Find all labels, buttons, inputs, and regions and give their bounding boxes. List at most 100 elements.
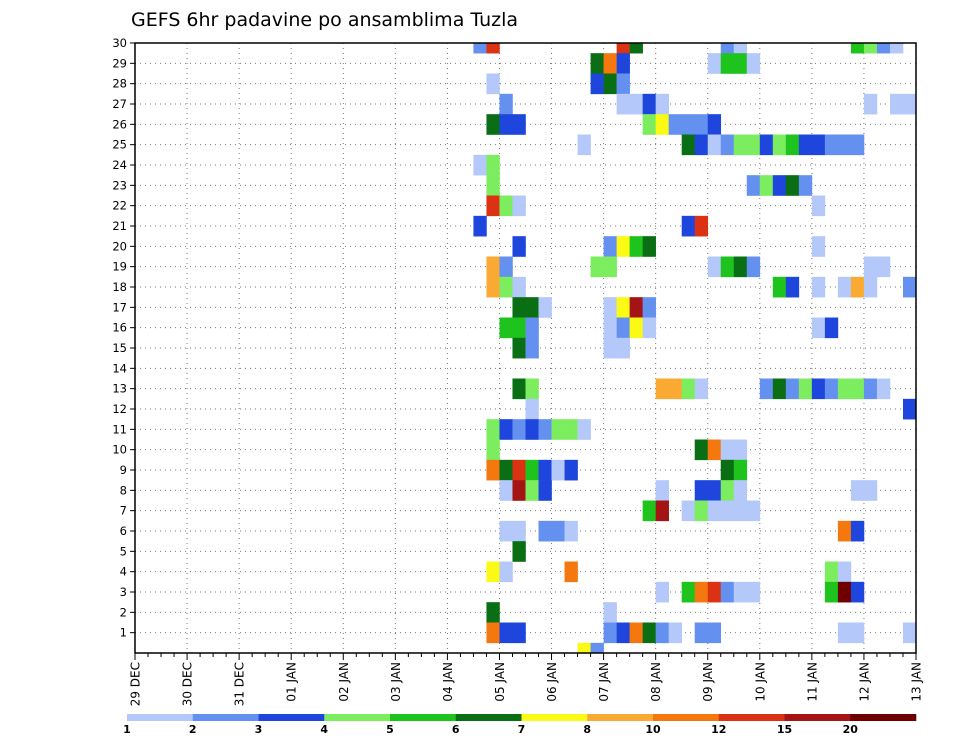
heatmap-cell — [694, 134, 709, 156]
heatmap-cell — [538, 459, 552, 481]
heatmap-cell — [759, 175, 774, 196]
heatmap-cell — [577, 134, 591, 156]
colorbar-swatch — [718, 714, 785, 721]
heatmap-cell — [837, 276, 852, 298]
heatmap-cell — [603, 53, 617, 74]
heatmap-cell — [681, 215, 696, 237]
heatmap-cell — [811, 378, 826, 400]
heatmap-cell — [863, 378, 878, 400]
heatmap-cell — [824, 134, 839, 156]
heatmap-cell — [616, 93, 630, 115]
heatmap-cell — [512, 337, 526, 359]
heatmap-cell — [837, 561, 852, 583]
heatmap-cell — [720, 43, 735, 54]
heatmap-cell — [694, 114, 709, 135]
heatmap-cell — [486, 561, 500, 583]
heatmap-cell — [525, 297, 539, 318]
heatmap-cell — [538, 480, 552, 501]
heatmap-cell — [681, 581, 696, 603]
heatmap-cell — [811, 195, 826, 217]
heatmap-cell — [551, 459, 565, 481]
colorbar-label: 12 — [711, 723, 726, 736]
y-axis: 1234567891011121314151617181920212223242… — [112, 36, 135, 640]
y-tick-label: 13 — [112, 382, 127, 396]
y-tick-label: 5 — [120, 544, 127, 558]
y-tick-label: 26 — [112, 117, 127, 131]
heatmap-cell — [811, 236, 826, 257]
y-tick-label: 28 — [112, 77, 127, 91]
heatmap-cell — [538, 419, 552, 440]
x-tick-label: 04 JAN — [441, 662, 455, 702]
heatmap-cell — [772, 276, 787, 298]
y-tick-label: 18 — [112, 280, 127, 294]
heatmap-cell — [837, 622, 852, 644]
colorbar-swatch — [587, 714, 654, 721]
heatmap-cell — [499, 276, 513, 298]
heatmap-cell — [525, 398, 539, 420]
heatmap-cell — [863, 480, 878, 501]
heatmap-cell — [512, 622, 526, 644]
heatmap-cell — [499, 114, 513, 135]
heatmap-cell — [577, 419, 591, 440]
heatmap-cell — [876, 378, 891, 400]
heatmap-cell — [889, 93, 904, 115]
heatmap-cell — [603, 337, 617, 359]
y-tick-label: 11 — [112, 422, 127, 436]
heatmap-cell — [811, 317, 826, 339]
heatmap-cell — [746, 175, 761, 196]
heatmap-cell — [759, 378, 774, 400]
heatmap-cell — [720, 439, 735, 461]
colorbar-label: 8 — [583, 723, 591, 736]
colorbar: 1 2 3 4 5 6 7 8 10 12 15 20 — [123, 714, 917, 736]
heatmap-cell — [577, 642, 591, 654]
colorbar-label: 3 — [255, 723, 263, 736]
heatmap-cell — [694, 378, 709, 400]
x-tick-label: 02 JAN — [337, 662, 351, 702]
y-tick-label: 21 — [112, 219, 127, 233]
heatmap-cell — [772, 175, 787, 196]
heatmap-cell — [837, 134, 852, 156]
heatmap-cell — [499, 317, 513, 339]
heatmap-cell — [863, 43, 878, 54]
heatmap-cell — [655, 622, 669, 644]
heatmap-cell — [681, 500, 696, 522]
heatmap-cell — [681, 134, 696, 156]
heatmap-cell — [564, 459, 578, 481]
heatmap-cell — [902, 622, 917, 644]
heatmap-cell — [512, 419, 526, 440]
heatmap-cell — [603, 73, 617, 95]
heatmap-cell — [655, 378, 669, 400]
heatmap-cell — [473, 215, 487, 237]
heatmap-cell — [564, 520, 578, 542]
colorbar-label: 15 — [777, 723, 792, 736]
heatmap-cell — [824, 317, 839, 339]
heatmap-cell — [850, 378, 865, 400]
heatmap-cell — [551, 419, 565, 440]
y-tick-label: 27 — [112, 97, 127, 111]
heatmap-cell — [668, 378, 682, 400]
y-tick-label: 14 — [112, 361, 127, 375]
heatmap-cell — [655, 93, 669, 115]
heatmap-cell — [707, 53, 722, 74]
heatmap-cell — [629, 622, 643, 644]
heatmap-cell — [850, 276, 865, 298]
heatmap-cell — [720, 53, 735, 74]
heatmap-cell — [889, 43, 904, 54]
colorbar-swatch — [324, 714, 391, 721]
heatmap-cell — [642, 236, 656, 257]
heatmap-cell — [759, 134, 774, 156]
x-tick-label: 29 DEC — [129, 662, 143, 706]
heatmap-cell — [733, 439, 748, 461]
heatmap-cell — [746, 53, 761, 74]
heatmap-cell — [616, 236, 630, 257]
heatmap-cell — [486, 459, 500, 481]
colorbar-swatch — [455, 714, 522, 721]
heatmap-cell — [590, 73, 604, 95]
heatmap-cell — [720, 459, 735, 481]
colorbar-label: 2 — [189, 723, 197, 736]
y-tick-label: 4 — [120, 565, 127, 579]
heatmap-cell — [629, 236, 643, 257]
heatmap-cell — [486, 114, 500, 135]
colorbar-swatch — [258, 714, 325, 721]
x-tick-label: 30 DEC — [181, 662, 195, 706]
